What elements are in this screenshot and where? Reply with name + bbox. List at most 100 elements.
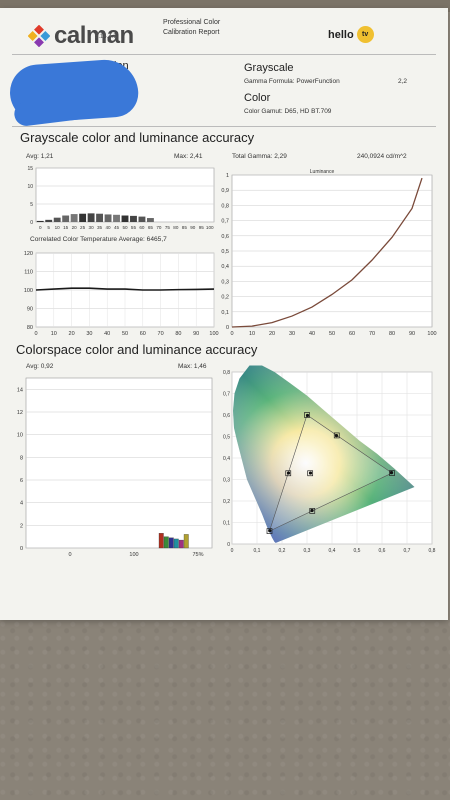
y-tick-label: 10 <box>17 433 23 439</box>
y-tick-label: 0,2 <box>223 499 230 505</box>
measured-point <box>308 471 313 475</box>
bar <box>168 537 174 549</box>
x-tick-label: 40 <box>105 225 111 230</box>
calman-logo: calman <box>28 22 134 50</box>
partner-badge: tv <box>356 26 374 43</box>
chart-title: Luminance <box>310 169 335 175</box>
target-marker <box>333 432 340 439</box>
bar <box>146 218 154 222</box>
plot-area <box>35 167 215 223</box>
x-tick-label: 0,2 <box>279 548 286 554</box>
y-tick-label: 12 <box>17 410 23 416</box>
calibration-report-page: calman 5.14.4.5 Professional Color Calib… <box>0 8 448 620</box>
cct-average-label: Correlated Color Temperature Average: 64… <box>30 236 167 243</box>
brand-name: calman <box>54 22 134 49</box>
report-title: Professional Color Calibration Report <box>163 18 220 38</box>
gamma-formula-label: Gamma Formula: PowerFunction <box>244 78 340 85</box>
luminance-series-line <box>231 177 423 328</box>
target-marker <box>285 470 292 477</box>
x-tick-label: 40 <box>104 331 110 337</box>
cct-chart: 80 90 100 110 120 0 10 20 30 40 50 60 70 80 90 100 <box>24 251 219 337</box>
x-tick-label: 50 <box>122 225 128 230</box>
calman-logo-icon <box>28 25 50 47</box>
y-tick-label: 0 <box>227 542 230 548</box>
grayscale-max: Max: 2,41 <box>174 153 203 160</box>
x-tick-label: 0 <box>68 552 71 558</box>
bar <box>79 213 87 222</box>
grayscale-section-title: Grayscale color and luminance accuracy <box>20 130 255 145</box>
target-marker <box>389 470 395 476</box>
y-tick-label: 2 <box>20 523 23 529</box>
x-tick-label: 0,5 <box>354 548 361 554</box>
x-tick-label: 70 <box>158 331 164 337</box>
x-tick-label: 0 <box>230 331 233 337</box>
x-tick-label: 70 <box>156 225 162 230</box>
x-tick-label: 100 <box>427 331 436 337</box>
y-tick-label: 5 <box>30 202 33 208</box>
measured-point <box>305 413 310 418</box>
colorspace-avg: Avg: 0,92 <box>26 363 54 370</box>
x-tick-label: 100 <box>206 225 214 230</box>
x-tick-label: 30 <box>86 331 92 337</box>
y-tick-label: 0,3 <box>223 478 230 484</box>
bar <box>96 213 104 222</box>
x-tick-label: 0 <box>34 331 37 337</box>
colorspace-max: Max: 1,46 <box>178 363 207 370</box>
x-tick-label: 60 <box>139 225 145 230</box>
x-tick-label: 95 <box>199 225 205 230</box>
bar <box>53 217 61 222</box>
x-tick-label: 30 <box>289 331 295 337</box>
cct-series-line <box>35 287 215 291</box>
colorspace-section-title: Colorspace color and luminance accuracy <box>16 342 258 357</box>
y-tick-label: 120 <box>24 251 33 257</box>
x-tick-label: 0,6 <box>379 548 386 554</box>
target-marker <box>304 412 310 418</box>
y-tick-label: 0,7 <box>223 392 230 398</box>
y-tick-label: 1 <box>226 173 229 179</box>
bar <box>158 533 164 549</box>
header-divider <box>12 54 436 55</box>
x-tick-label: 0 <box>39 225 42 230</box>
bar <box>104 214 112 222</box>
y-tick-label: 0,1 <box>221 310 229 316</box>
x-tick-label: 60 <box>140 331 146 337</box>
info-divider <box>12 126 436 127</box>
y-tick-label: 0 <box>30 220 33 226</box>
y-tick-label: 0,1 <box>223 521 230 527</box>
x-tick-label: 90 <box>190 225 196 230</box>
bar <box>113 214 120 222</box>
grayscale-avg: Avg: 1,21 <box>26 153 54 160</box>
x-tick-label: 0,4 <box>329 548 336 554</box>
y-tick-label: 0,5 <box>221 249 229 255</box>
y-tick-label: 0,4 <box>221 264 229 270</box>
target-marker <box>309 508 316 514</box>
x-tick-label: 100 <box>129 552 138 558</box>
x-tick-label: 0,8 <box>429 548 436 554</box>
y-tick-label: 0,3 <box>221 279 229 285</box>
y-tick-label: 0,6 <box>223 413 230 419</box>
report-title-line2: Calibration Report <box>163 29 220 36</box>
y-tick-label: 0 <box>226 325 229 331</box>
bar <box>87 213 95 222</box>
x-tick-label: 10 <box>55 225 61 230</box>
y-tick-label: 10 <box>27 184 33 190</box>
y-tick-label: 0,5 <box>223 435 230 441</box>
plot-area <box>25 377 213 549</box>
colorspace-deltae-chart: 0 2 4 6 8 10 12 14 0 100 75% <box>17 377 213 558</box>
x-tick-label: 0,3 <box>304 548 311 554</box>
bar <box>173 538 179 549</box>
x-tick-label: 65 <box>148 225 154 230</box>
y-tick-label: 110 <box>24 270 33 276</box>
total-gamma: Total Gamma: 2,29 <box>232 153 287 160</box>
y-tick-label: 90 <box>27 307 33 313</box>
measured-point <box>268 529 272 533</box>
y-tick-label: 8 <box>20 455 23 461</box>
gamma-formula-value: 2,2 <box>398 78 408 85</box>
y-tick-label: 0,8 <box>221 203 229 209</box>
x-tick-label: 20 <box>72 225 78 230</box>
y-tick-label: 14 <box>17 387 23 393</box>
measured-point <box>389 471 394 475</box>
peak-luminance: 240,0924 cd/m^2 <box>357 153 407 160</box>
color-gamut-label: Color Gamut: D65, HD BT.709 <box>244 108 332 115</box>
